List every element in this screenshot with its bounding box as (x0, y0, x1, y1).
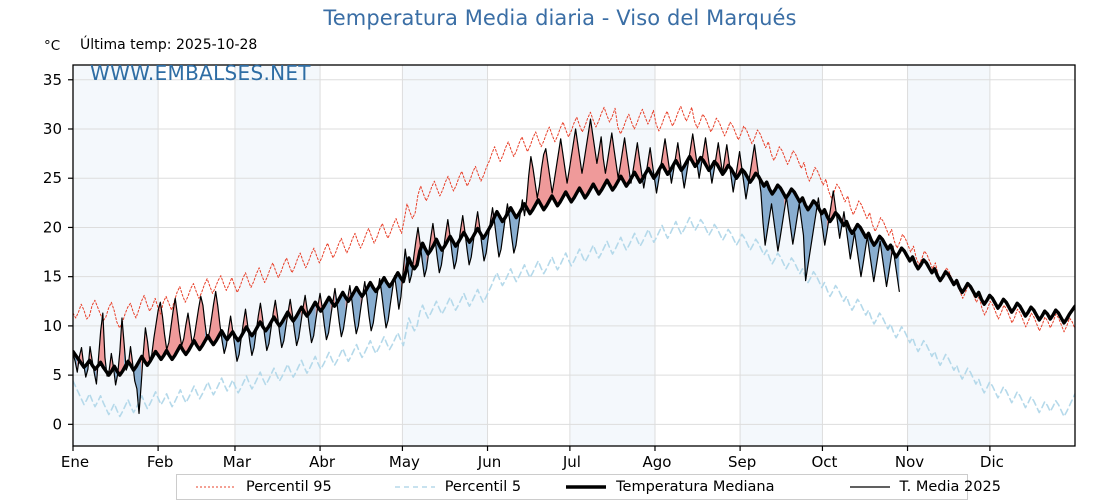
x-tick-label: Jun (477, 453, 501, 471)
legend-swatch-4 (849, 486, 890, 488)
y-tick-label: 20 (43, 218, 62, 236)
legend-label: T. Media 2025 (899, 479, 1001, 495)
legend-label: Temperatura Mediana (616, 479, 775, 495)
y-axis-unit-label: °C (44, 38, 61, 54)
y-tick-label: 0 (52, 415, 62, 433)
fill-above-median (207, 291, 220, 345)
x-axis-ticks: Ene Feb Mar Abr May Jun Jul Ago Sep Oct Nov Dic (61, 446, 1004, 471)
x-tick-label: Abr (309, 453, 336, 471)
x-tick-label: Jul (562, 453, 581, 471)
fill-below-median (132, 357, 142, 414)
legend-item[interactable]: Percentil 5 (394, 475, 521, 499)
fill-above-median (411, 227, 421, 275)
fill-above-median (714, 142, 729, 175)
fill-above-median (426, 223, 436, 269)
x-tick-label: Sep (728, 453, 756, 471)
x-tick-label: May (389, 453, 420, 471)
fill-below-median (818, 197, 827, 246)
x-tick-label: Dic (980, 453, 1004, 471)
gridlines (73, 65, 1075, 446)
x-tick-label: Ene (61, 453, 89, 471)
month-band (73, 65, 159, 446)
legend-item[interactable]: Temperatura Mediana (565, 475, 775, 499)
legend-item[interactable]: T. Media 2025 (849, 475, 1001, 499)
watermark-label: WWW.EMBALSES.NET (90, 61, 311, 85)
x-tick-label: Nov (895, 453, 924, 471)
fill-below-median (679, 158, 689, 189)
fill-below-median (247, 324, 257, 356)
y-tick-label: 15 (43, 268, 62, 286)
legend-swatch-1 (196, 486, 236, 488)
y-tick-label: 30 (43, 120, 62, 138)
y-tick-label: 25 (43, 169, 62, 187)
x-tick-label: Feb (147, 453, 174, 471)
legend-label: Percentil 5 (444, 479, 522, 495)
fill-below-median (379, 277, 393, 328)
y-tick-label: 10 (43, 317, 62, 335)
series-layer (73, 105, 1075, 418)
legend-swatch-3 (566, 485, 607, 489)
fill-below-median (219, 324, 227, 354)
month-band (907, 65, 990, 446)
fill-below-median (758, 176, 785, 252)
series-line-temperatura-mediana (73, 154, 1075, 377)
plot-border (72, 64, 1076, 447)
legend-swatch-2 (394, 486, 435, 488)
fill-above-median (701, 137, 710, 170)
fill-above-median (748, 144, 759, 187)
last-temp-label: Última temp: 2025-10-28 (80, 37, 258, 53)
fill-above-median (524, 119, 629, 216)
fill-above-median (87, 346, 93, 370)
chart-legend: Percentil 95 Percentil 5 Temperatura Media… (176, 474, 1001, 500)
x-tick-label: Ago (642, 453, 671, 471)
legend-label: Percentil 95 (246, 479, 332, 495)
series-line-media-2025 (73, 118, 900, 415)
fill-below-median (364, 281, 378, 331)
y-axis-ticks: 0 5 10 15 20 25 30 35 (43, 71, 73, 433)
month-band (740, 65, 823, 446)
y-tick-label: 35 (43, 71, 62, 89)
series-line-percentil-95 (73, 105, 1075, 333)
x-tick-label: Oct (811, 453, 837, 471)
fill-above-median (826, 191, 836, 233)
month-band (234, 65, 321, 446)
y-tick-label: 5 (52, 366, 62, 384)
x-tick-label: Mar (223, 453, 252, 471)
series-line-percentil-5 (73, 216, 1075, 418)
legend-item[interactable]: Percentil 95 (195, 475, 332, 499)
chart-title: Temperatura Media diaria - Viso del Marq… (323, 6, 797, 30)
fill-below-median (334, 288, 346, 337)
